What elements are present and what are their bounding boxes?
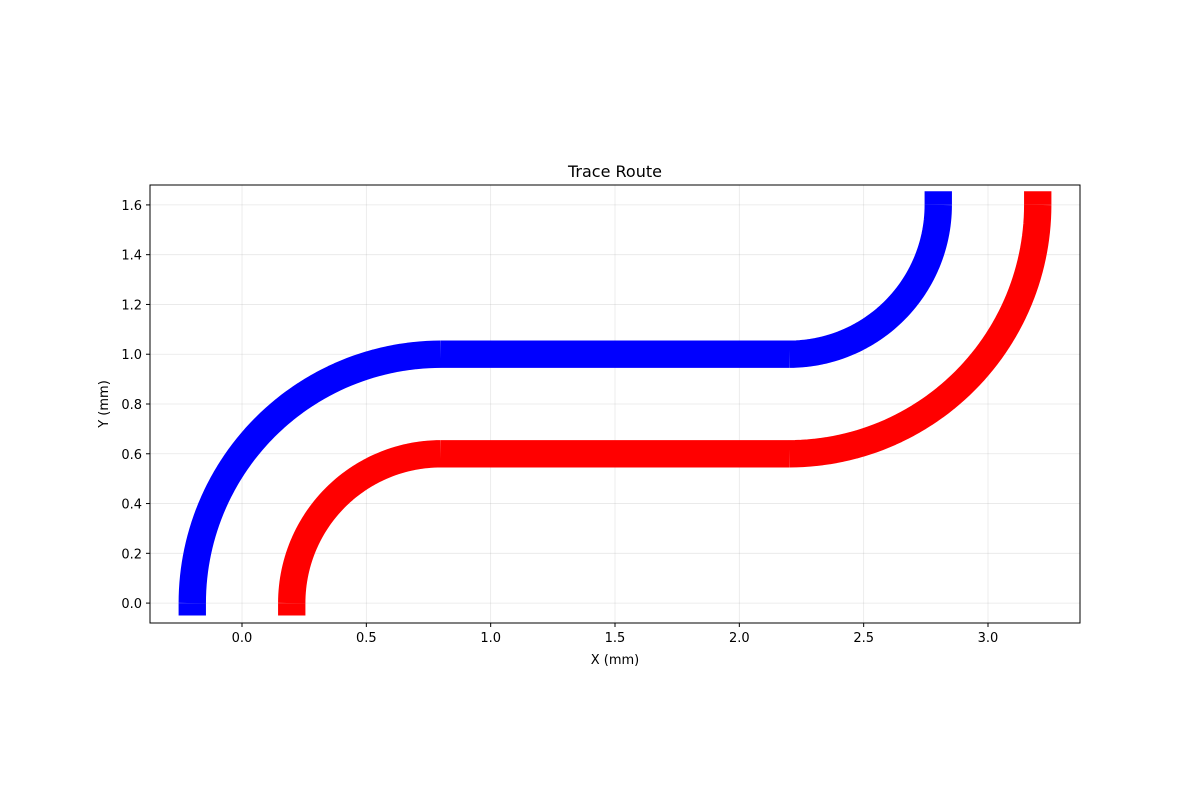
y-tick-label: 1.0 xyxy=(121,348,142,363)
y-tick-label: 0.8 xyxy=(121,398,142,413)
trace-arc xyxy=(178,340,449,611)
y-tick-label: 0.0 xyxy=(121,597,142,612)
ticks-layer: 0.0 0.5 1.0 1.5 2.0 2.5 3.0 0.0 0.2 0.4 0.6 0.8 1.0 1… xyxy=(121,199,998,646)
trace-1 xyxy=(178,191,952,616)
x-tick-label: 0.0 xyxy=(232,631,253,646)
y-tick-label: 0.2 xyxy=(121,547,142,562)
x-tick-label: 2.5 xyxy=(853,631,874,646)
x-tick-label: 3.0 xyxy=(978,631,999,646)
trace-2 xyxy=(278,191,1052,616)
y-tick-label: 0.4 xyxy=(121,498,142,513)
chart-title: Trace Route xyxy=(567,162,662,181)
x-tick-label: 1.0 xyxy=(480,631,501,646)
y-tick-label: 0.6 xyxy=(121,448,142,463)
traces-layer xyxy=(178,191,1052,616)
y-tick-label: 1.2 xyxy=(121,298,142,313)
x-axis-label: X (mm) xyxy=(591,653,640,668)
x-tick-label: 1.5 xyxy=(605,631,626,646)
y-axis-label: Y (mm) xyxy=(97,380,112,429)
y-tick-label: 1.4 xyxy=(121,249,142,264)
y-tick-label: 1.6 xyxy=(121,199,142,214)
trace-arc xyxy=(278,440,451,613)
trace-arc xyxy=(779,195,952,368)
trace-arc xyxy=(781,197,1052,468)
x-tick-label: 0.5 xyxy=(356,631,377,646)
x-tick-label: 2.0 xyxy=(729,631,750,646)
